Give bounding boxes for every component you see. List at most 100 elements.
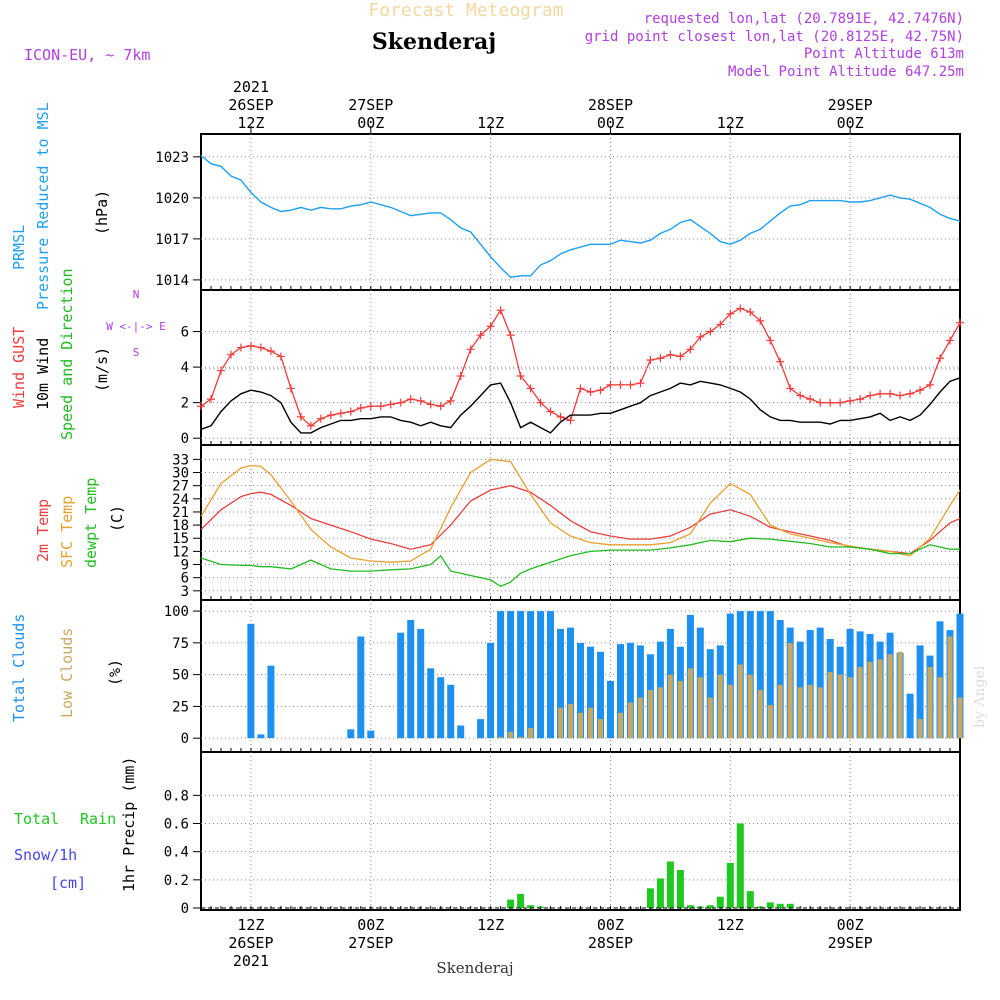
- wind-labels: Wind GUST 10m Wind Speed and Direction (…: [10, 268, 166, 440]
- low-cloud-bar: [787, 642, 793, 739]
- gust-marker: [786, 384, 795, 393]
- gust-marker: [926, 380, 935, 389]
- panel-frame: [200, 751, 961, 911]
- low-cloud-bar: [707, 697, 713, 739]
- total-clouds-label: Total Clouds: [10, 614, 28, 722]
- top-time-label: 26SEP: [228, 96, 273, 114]
- low-cloud-bar: [677, 681, 683, 739]
- total-cloud-bar: [527, 611, 535, 739]
- low-cloud-bar: [757, 689, 763, 739]
- low-cloud-bar: [667, 674, 673, 739]
- y-tick-label: 0: [181, 901, 189, 917]
- gust-marker: [826, 398, 835, 407]
- low-cloud-bar: [957, 697, 963, 739]
- y-tick-label: 9: [181, 558, 189, 574]
- gust-marker: [286, 384, 295, 393]
- precip-labels: Total Rain Snow/1h [cm] 1hr Precip (mm): [14, 757, 138, 892]
- total-cloud-bar: [956, 613, 964, 739]
- rain-bar: [676, 870, 684, 908]
- gust-marker: [756, 316, 765, 325]
- temp-2m-label: 2m Temp: [34, 499, 52, 562]
- gust-marker: [706, 327, 715, 336]
- gust-marker: [886, 389, 895, 398]
- total-cloud-bar: [547, 611, 554, 739]
- total-cloud-bar: [617, 644, 624, 739]
- gust-marker: [736, 304, 745, 313]
- low-cloud-bar: [947, 636, 953, 739]
- low-cloud-bar: [588, 707, 593, 739]
- total-cloud-bar: [457, 725, 465, 739]
- gust-marker: [376, 402, 385, 411]
- compass-we: W <-|-> E: [106, 320, 166, 333]
- total-cloud-bar: [636, 645, 644, 739]
- rain-bar: [696, 906, 704, 908]
- low-cloud-bar: [518, 736, 524, 739]
- y-tick-label: 0.6: [164, 817, 189, 833]
- y-tick-label: 15: [172, 531, 189, 547]
- gust-marker: [306, 421, 315, 430]
- total-cloud-bar: [477, 719, 485, 739]
- temp-dewpt-line: [200, 537, 960, 588]
- total-cloud-bar: [257, 734, 265, 739]
- gust-marker: [816, 398, 825, 407]
- gridlines: [201, 134, 960, 910]
- total-cloud-bar: [407, 620, 415, 739]
- bottom-time-label: 00Z: [597, 916, 624, 934]
- gust-marker: [686, 345, 695, 354]
- wind-dir-label: Speed and Direction: [58, 268, 76, 440]
- rain-bar: [766, 902, 774, 908]
- gust-marker: [746, 308, 755, 316]
- rain-bar: [646, 888, 654, 908]
- low-cloud-bar: [737, 664, 743, 739]
- gust-marker: [776, 357, 785, 366]
- y-tick-label: 1014: [155, 273, 189, 289]
- low-cloud-bar: [777, 684, 783, 739]
- temp-sfc-label: SFC Temp: [58, 496, 76, 568]
- rain-bar: [686, 905, 694, 908]
- bottom-time-label: 2021: [233, 952, 269, 970]
- low-cloud-bar: [817, 687, 823, 739]
- gust-marker: [486, 322, 495, 331]
- gust-marker: [796, 391, 805, 400]
- low-cloud-bar: [657, 687, 663, 739]
- gust-marker: [896, 391, 905, 400]
- y-tick-label: 21: [172, 505, 189, 521]
- y-tick-label: 6: [181, 325, 189, 341]
- compass-s: S: [133, 346, 140, 359]
- gust-marker: [866, 391, 875, 400]
- rain-bar: [507, 899, 515, 908]
- bottom-time-label: 28SEP: [588, 934, 633, 952]
- gust-marker: [646, 356, 655, 364]
- low-cloud-bar: [598, 719, 603, 739]
- gust-marker: [406, 395, 415, 404]
- rain-bar: [656, 878, 664, 908]
- gust-marker: [426, 400, 435, 409]
- gust-marker: [876, 389, 885, 398]
- low-cloud-bar: [687, 668, 693, 739]
- pressure-labels: PRMSL Pressure Reduced to MSL (hPa): [10, 102, 111, 310]
- low-cloud-bar: [887, 654, 893, 739]
- total-label: Total: [14, 810, 59, 828]
- bottom-time-label: 27SEP: [348, 934, 393, 952]
- pressure-label-2: Pressure Reduced to MSL: [34, 102, 52, 310]
- total-cloud-bar: [367, 730, 375, 739]
- gust-marker: [206, 395, 215, 404]
- rain-bar: [517, 893, 525, 908]
- gust-marker: [356, 404, 365, 412]
- gust-marker: [336, 409, 345, 418]
- gust-marker: [576, 384, 585, 393]
- low-cloud-bar: [627, 702, 633, 739]
- gust-marker: [586, 388, 595, 396]
- wind-10m-line: [200, 377, 961, 434]
- gust-marker: [416, 396, 425, 405]
- grid-point-coords: grid point closest lon,lat (20.8125E, 42…: [585, 29, 964, 45]
- compass-n: N: [133, 288, 140, 301]
- total-cloud-bar: [567, 627, 574, 739]
- low-cloud-bar: [558, 707, 563, 739]
- bottom-time-label: 26SEP: [228, 934, 273, 952]
- gust-marker: [266, 347, 275, 356]
- rain-bar: [746, 891, 754, 908]
- low-cloud-bar: [857, 667, 863, 739]
- total-cloud-bar: [776, 620, 784, 739]
